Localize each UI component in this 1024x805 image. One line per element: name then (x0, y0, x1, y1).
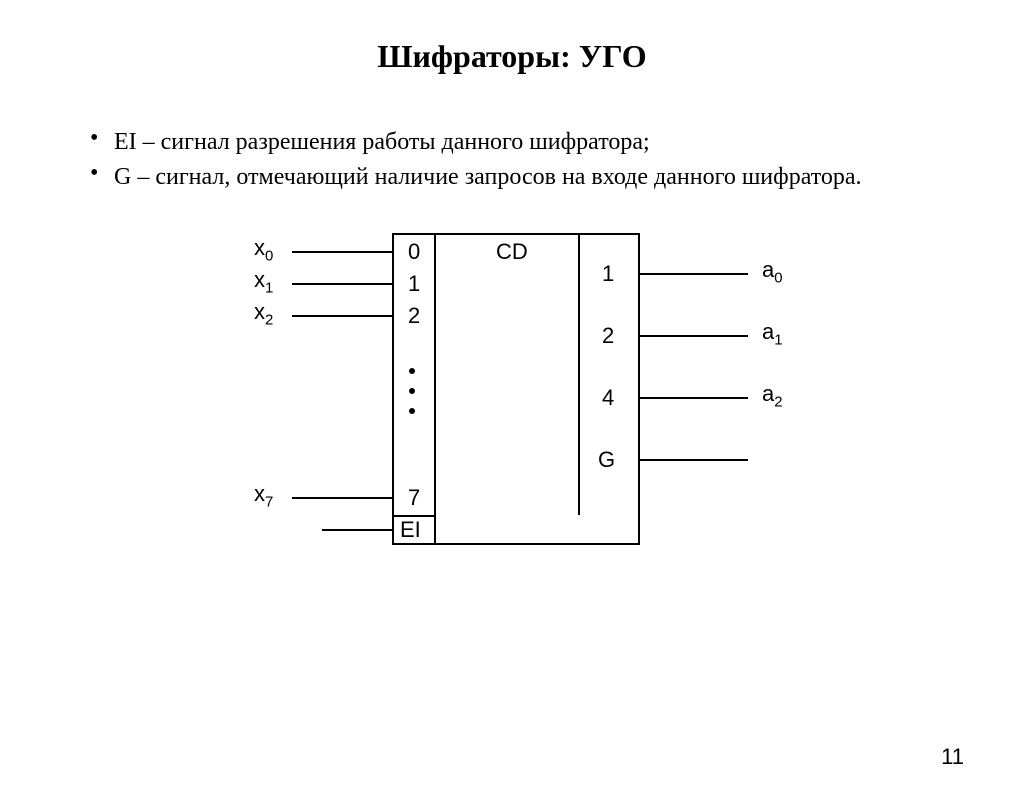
box-bottom (392, 543, 640, 545)
bullet-list: • EI – сигнал разрешения работы данного … (90, 125, 934, 195)
left-pin-label-4: EI (400, 517, 421, 543)
wire-left-2 (292, 315, 392, 317)
output-label-0: a0 (762, 257, 783, 286)
page-title: Шифраторы: УГО (0, 38, 1024, 75)
bullet-rest: – сигнал, отмечающий наличие запросов на… (131, 164, 861, 190)
wire-left-3 (292, 497, 392, 499)
ellipsis-dot-0 (409, 368, 415, 374)
wire-left-0 (292, 251, 392, 253)
wire-left-1 (292, 283, 392, 285)
encoder-diagram: CD 0 1 2 7 EI 1 2 4 Gx0 x1 x2 x7 a0 a1 a2 (202, 231, 822, 561)
wire-right-0 (638, 273, 748, 275)
input-label-0: x0 (254, 235, 273, 264)
bullet-term: G (114, 164, 131, 190)
wire-right-2 (638, 397, 748, 399)
right-pin-label-3: G (598, 447, 615, 473)
bullet-term: EI (114, 129, 137, 155)
bullet-rest: – сигнал разрешения работы данного шифра… (137, 129, 650, 155)
box-divider-0 (434, 233, 436, 543)
input-label-2: x2 (254, 299, 273, 328)
box-left (392, 233, 394, 543)
bullet-marker: • (90, 160, 114, 195)
box-top (392, 233, 638, 235)
ellipsis-dot-1 (409, 388, 415, 394)
output-label-1: a1 (762, 319, 783, 348)
right-pin-label-0: 1 (602, 261, 614, 287)
component-label: CD (496, 239, 528, 265)
right-pin-label-1: 2 (602, 323, 614, 349)
box-right (638, 233, 640, 543)
ellipsis-dot-2 (409, 408, 415, 414)
left-pin-label-2: 2 (408, 303, 420, 329)
bullet-item-ei: • EI – сигнал разрешения работы данного … (90, 125, 934, 160)
input-label-3: x7 (254, 481, 273, 510)
right-pin-label-2: 4 (602, 385, 614, 411)
wire-right-1 (638, 335, 748, 337)
wire-left-4 (322, 529, 392, 531)
left-pin-label-0: 0 (408, 239, 420, 265)
page-number: 11 (941, 744, 964, 770)
bullet-marker: • (90, 125, 114, 160)
box-divider-1 (578, 233, 580, 515)
left-pin-label-1: 1 (408, 271, 420, 297)
left-pin-label-3: 7 (408, 485, 420, 511)
bullet-text: EI – сигнал разрешения работы данного ши… (114, 129, 650, 156)
bullet-text: G – сигнал, отмечающий наличие запросов … (114, 164, 862, 191)
wire-right-3 (638, 459, 748, 461)
output-label-2: a2 (762, 381, 783, 410)
input-label-1: x1 (254, 267, 273, 296)
bullet-item-g: • G – сигнал, отмечающий наличие запросо… (90, 160, 934, 195)
